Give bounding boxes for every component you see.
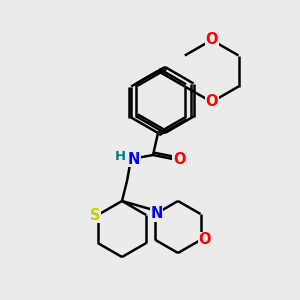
Text: O: O — [198, 232, 211, 247]
Text: O: O — [173, 152, 185, 166]
Text: O: O — [206, 94, 218, 110]
Text: O: O — [206, 32, 218, 47]
Text: H: H — [114, 151, 126, 164]
Text: S: S — [89, 208, 100, 223]
Text: N: N — [150, 206, 163, 221]
Text: N: N — [128, 152, 140, 166]
